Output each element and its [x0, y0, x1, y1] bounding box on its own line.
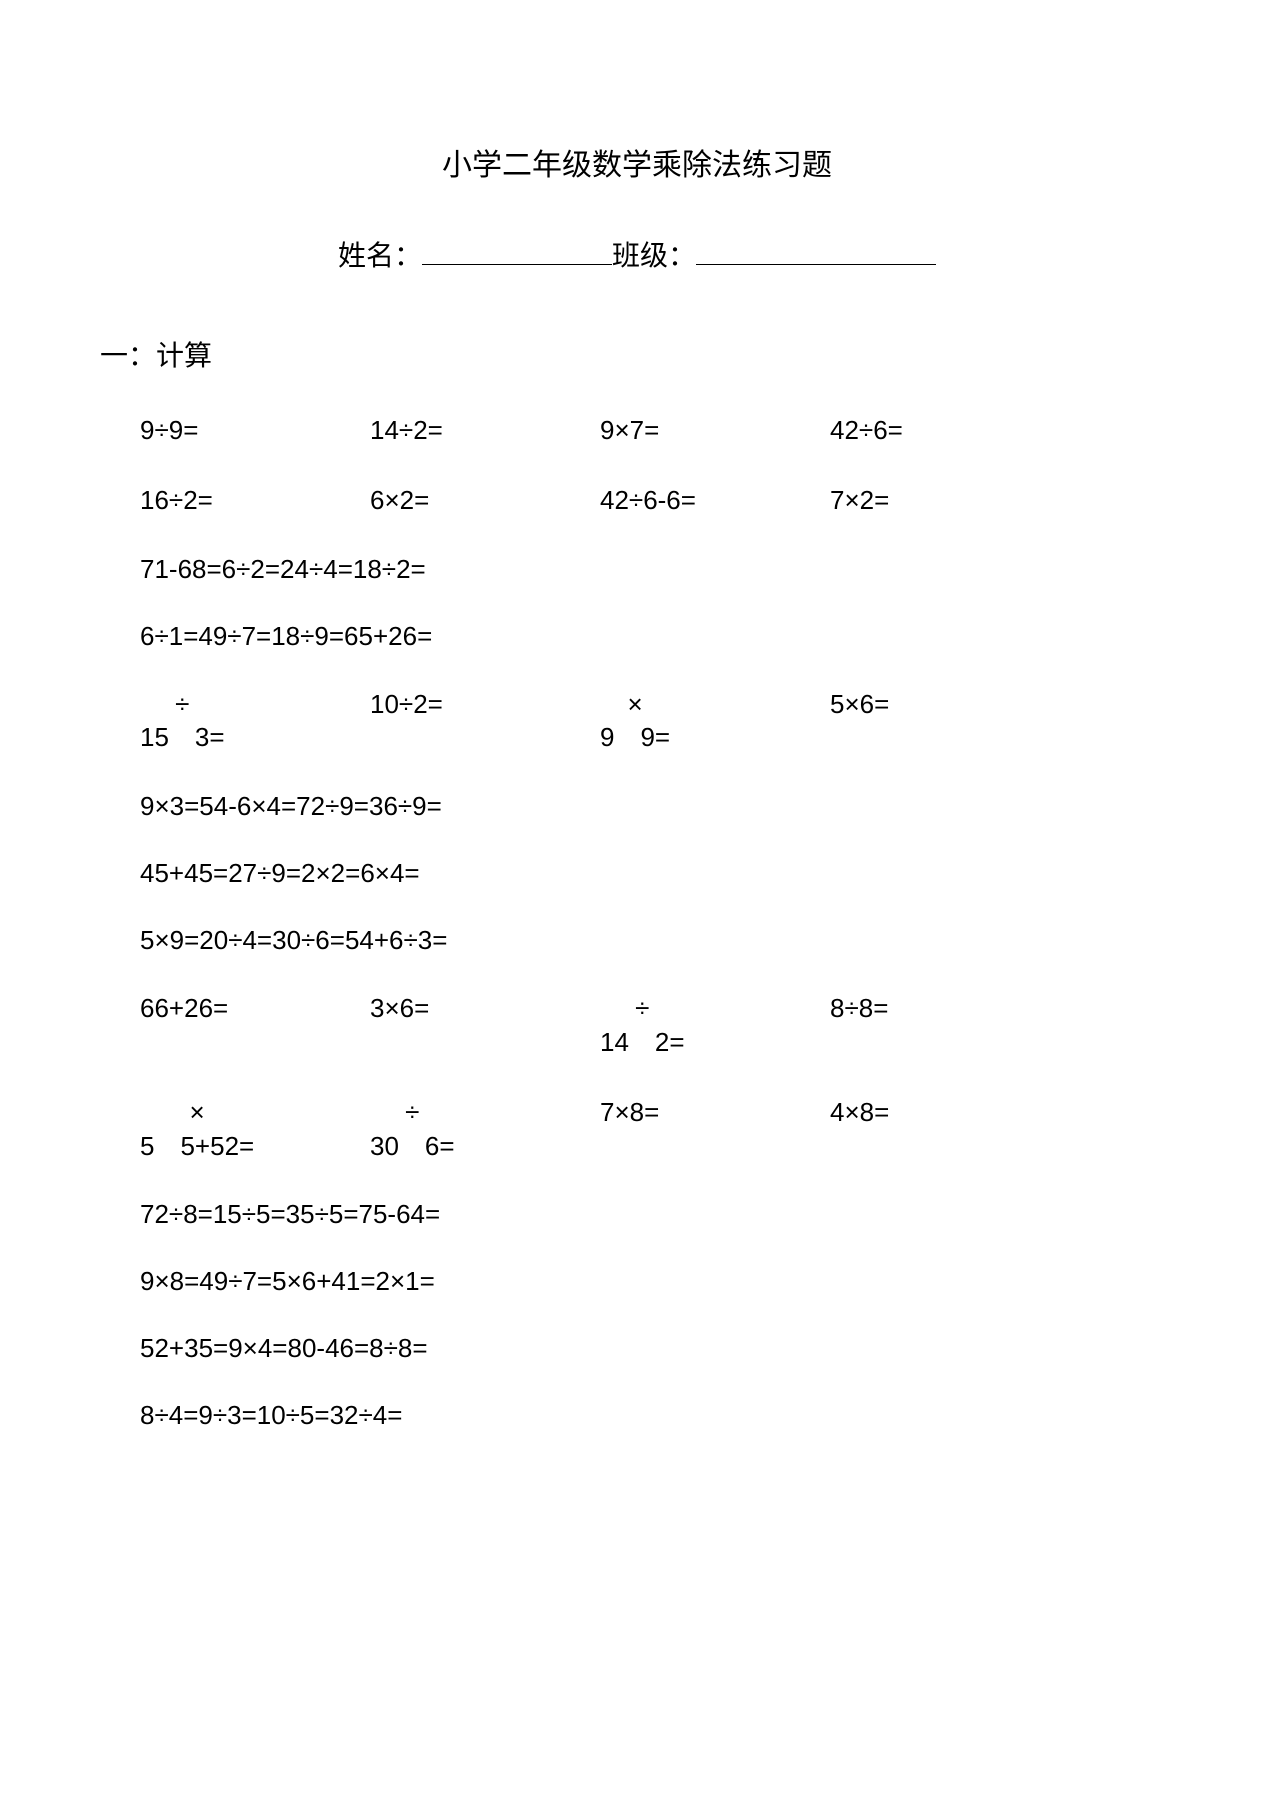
problem-long-row: 71-68=6÷2=24÷4=18÷2=	[140, 554, 1174, 585]
problem-long-row: 8÷4=9÷3=10÷5=32÷4=	[140, 1400, 1174, 1431]
class-underline	[696, 237, 936, 265]
problem-long-row: 6÷1=49÷7=18÷9=65+26=	[140, 621, 1174, 652]
problem-cell: 9÷9=	[140, 414, 370, 448]
problem-cell: 8÷8=	[830, 992, 1060, 1060]
problem-cell: 7×2=	[830, 484, 1060, 518]
worksheet-title: 小学二年级数学乘除法练习题	[100, 140, 1174, 184]
problem-row: 66+26=3×6=÷14 2=8÷8=	[140, 992, 1174, 1060]
problem-row: ×5 5+52=÷30 6=7×8=4×8=	[140, 1096, 1174, 1164]
problem-long-row: 52+35=9×4=80-46=8÷8=	[140, 1333, 1174, 1364]
problem-cell: ÷15 3=	[140, 688, 370, 756]
problem-row: 9÷9=14÷2=9×7=42÷6=	[140, 414, 1174, 448]
problem-long-row: 9×3=54-6×4=72÷9=36÷9=	[140, 791, 1174, 822]
problem-cell: 10÷2=	[370, 688, 600, 756]
problem-cell: ×5 5+52=	[140, 1096, 370, 1164]
problem-cell: 9×7=	[600, 414, 830, 448]
problem-long-row: 9×8=49÷7=5×6+41=2×1=	[140, 1266, 1174, 1297]
problem-cell: ÷30 6=	[370, 1096, 600, 1164]
problem-cell: 66+26=	[140, 992, 370, 1060]
name-label: 姓名：	[338, 241, 422, 272]
problem-cell: ×9 9=	[600, 688, 830, 756]
problem-cell: 4×8=	[830, 1096, 1060, 1164]
problem-row: 16÷2=6×2=42÷6-6=7×2=	[140, 484, 1174, 518]
problem-long-row: 45+45=27÷9=2×2=6×4=	[140, 858, 1174, 889]
problem-cell: ÷14 2=	[600, 992, 830, 1060]
problem-cell: 14÷2=	[370, 414, 600, 448]
problem-cell: 7×8=	[600, 1096, 830, 1164]
problem-cell: 5×6=	[830, 688, 1060, 756]
info-line: 姓名： 班级：	[100, 234, 1174, 274]
problem-long-row: 72÷8=15÷5=35÷5=75-64=	[140, 1199, 1174, 1230]
class-label: 班级：	[612, 241, 696, 272]
name-underline	[422, 237, 612, 265]
problem-long-row: 5×9=20÷4=30÷6=54+6÷3=	[140, 925, 1174, 956]
problem-row: ÷15 3=10÷2=×9 9=5×6=	[140, 688, 1174, 756]
problem-cell: 3×6=	[370, 992, 600, 1060]
problem-cell: 42÷6=	[830, 414, 1060, 448]
problems-container: 9÷9=14÷2=9×7=42÷6= 16÷2=6×2=42÷6-6=7×2= 71…	[100, 414, 1174, 1431]
problem-cell: 42÷6-6=	[600, 484, 830, 518]
section-heading: 一：计算	[100, 334, 1174, 374]
problem-cell: 16÷2=	[140, 484, 370, 518]
problem-cell: 6×2=	[370, 484, 600, 518]
